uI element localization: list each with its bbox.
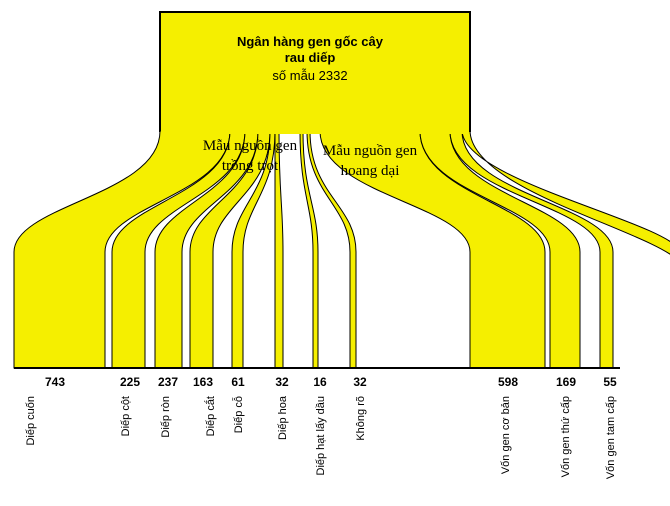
leaf-label: Vốn gen thứ cấp [560,396,572,477]
title: rau diếp [285,50,336,65]
ribbon-partial [461,129,670,255]
leaf-label: Không rõ [355,396,367,441]
title: Ngân hàng gen gốc cây [237,34,384,49]
leaf-value: 32 [353,375,367,389]
leaf-value: 61 [231,375,245,389]
leaf-label: Diếp hạt lấy dầu [315,396,327,476]
leaf-value: 32 [275,375,289,389]
leaf-value: 237 [158,375,178,389]
leaf-label: Diếp cắt [204,396,217,436]
leaf-value: 16 [313,375,327,389]
trunk [160,12,470,132]
leaf-label: Diếp hoa [277,395,289,440]
group-label: Mẫu nguồn gen [323,143,418,159]
leaf-label: Diếp cuốn [25,396,37,446]
leaf-value: 55 [603,375,617,389]
trunk-outline [159,11,471,132]
leaf-value: 598 [498,375,518,389]
leaf-value: 225 [120,375,140,389]
leaf-label: Diếp cột [120,396,132,436]
group-label: hoang dại [341,163,400,179]
ribbon [274,130,284,369]
leaf-value: 163 [193,375,213,389]
leaf-label: Vốn gen tam cấp [605,396,617,479]
group-label: Mẫu nguồn gen [203,138,298,154]
title: số mẫu 2332 [272,68,347,83]
leaf-label: Diếp cỗ [232,396,245,433]
leaf-value: 169 [556,375,576,389]
leaf-label: Vốn gen cơ bản [500,396,512,474]
group-label: trồng trọt [222,158,279,174]
leaf-value: 743 [45,375,65,389]
seam [161,120,469,134]
leaf-label: Diếp ròn [160,396,172,438]
